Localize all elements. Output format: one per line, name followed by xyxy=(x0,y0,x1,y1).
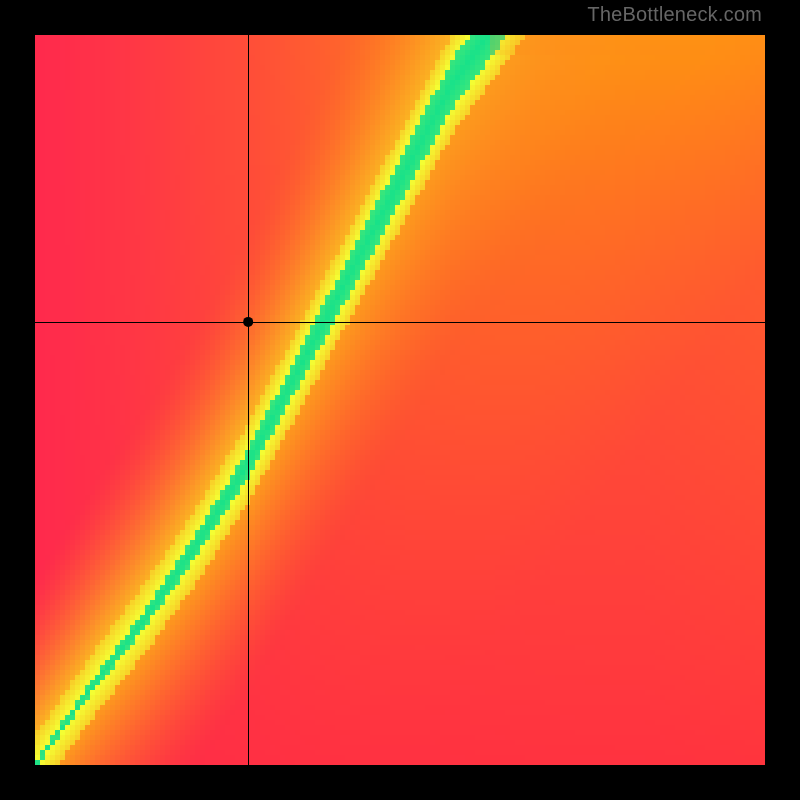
heatmap-canvas xyxy=(35,35,765,765)
plot-area xyxy=(35,35,765,765)
watermark-text: TheBottleneck.com xyxy=(587,4,762,27)
chart-frame: TheBottleneck.com xyxy=(0,0,800,800)
